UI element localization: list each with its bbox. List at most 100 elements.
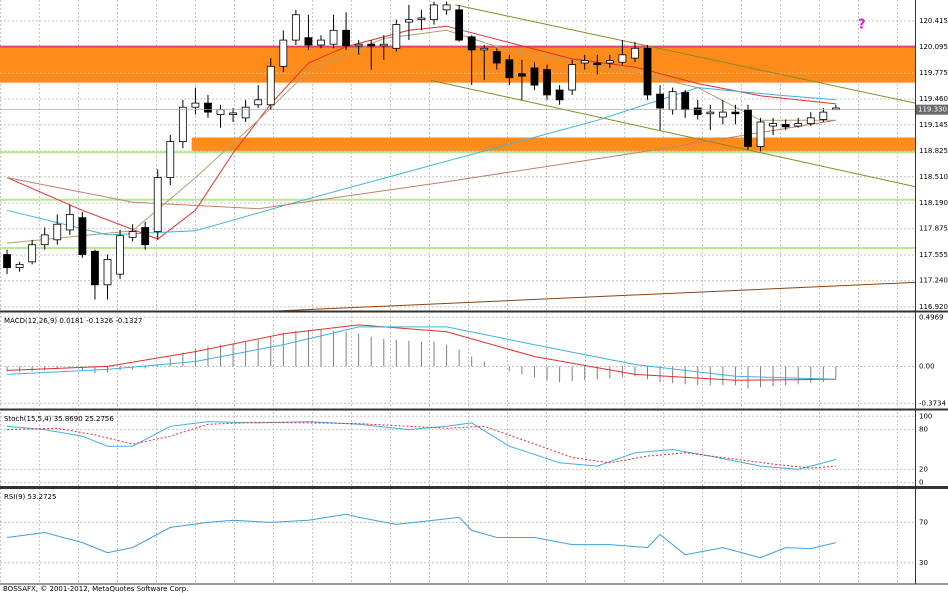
candle-body [153,177,162,233]
candle-body [166,141,175,178]
histogram-bar [785,366,787,386]
panel-title: MACD(12,26,9) 0.0181 -0.1326 -0.1327 [4,317,142,325]
histogram-bar [395,339,397,367]
indicator-line [6,29,836,244]
histogram-bar [257,339,259,367]
candle-body [480,47,489,51]
indicator-line [6,119,836,210]
candle-body [3,254,11,269]
panel-title: Stoch(15,5,4) 35.8690 25.2756 [4,415,114,423]
candle-body [731,111,740,115]
candle-body [668,91,677,111]
candle-body [593,62,602,66]
histogram-bar [408,340,410,367]
histogram-bar [81,366,83,371]
histogram-bar [270,336,272,367]
histogram-bar [207,346,209,367]
histogram-bar [333,330,335,367]
histogram-bar [433,341,435,367]
candle-body [254,99,263,106]
candle-body [15,263,24,269]
histogram-bar [508,366,510,372]
histogram-bar [822,366,824,383]
y-tick-label: 120.415 [919,17,948,25]
histogram-bar [546,366,548,381]
candle-body [781,124,790,128]
indicator-line [259,281,916,313]
candle-body [681,92,690,111]
y-tick-label: 30 [919,559,928,567]
y-tick-label: 117.875 [919,225,948,233]
zone [0,46,915,83]
annotation: ? [858,18,866,33]
candle-body [518,73,526,77]
candle-body [693,107,702,115]
candle-body [744,109,752,147]
candle-body [342,29,351,47]
candle-body [505,59,514,79]
indicator-line [6,421,836,469]
histogram-bar [584,366,586,381]
indicator-line [6,421,837,470]
histogram-bar [471,356,473,367]
histogram-bar [709,366,711,386]
candle-body [392,24,401,49]
histogram-bar [182,352,184,367]
histogram-bar [521,366,523,375]
histogram-bar [370,336,372,367]
y-tick-label: 119.775 [919,69,948,77]
panel-title: RSI(9) 53.2725 [4,493,56,501]
y-tick-label: 0.4969 [919,313,944,321]
histogram-bar [6,366,8,372]
histogram-bar [684,366,686,385]
candle-body [631,47,639,59]
candle-body [241,106,250,119]
y-tick-label: 100 [919,412,932,420]
histogram-bar [483,361,485,367]
histogram-bar [634,366,636,377]
current-price-box [916,104,948,115]
histogram-bar [383,338,385,367]
histogram-bar [496,366,498,367]
histogram-bar [609,366,611,379]
histogram-bar [245,341,247,367]
histogram-bar [420,341,422,367]
histogram-bar [358,333,360,367]
candle-body [819,111,828,120]
candle-body [455,9,464,41]
candle-body [580,60,589,64]
indicator-line [6,513,837,559]
candle-body [116,235,124,275]
candle-body [329,29,338,45]
candle-body [78,217,87,255]
y-tick-label: 70 [919,518,928,526]
histogram-bar [345,331,347,367]
y-tick-label: 20 [919,465,928,473]
y-tick-label: 120.095 [919,43,948,51]
candle-body [618,54,627,63]
histogram-bar [747,366,749,389]
histogram-bar [307,329,309,367]
candle-body [317,39,325,46]
y-tick-label: 118.825 [919,147,948,155]
indicator-line [430,79,916,188]
y-tick-label: 0.00 [919,362,935,370]
candle-body [266,65,275,106]
current-price-label: 119.330 [918,106,947,114]
candle-body [706,111,715,115]
candle-body [718,111,727,118]
histogram-bar [220,344,222,367]
y-tick-label: 117.240 [919,277,948,285]
y-tick-label: 119.145 [919,121,948,129]
y-tick-label: 117.555 [919,251,948,259]
candle-body [417,17,426,21]
plot-layer: 116.920 117.240 117.555 117.875 118.190 118.5… [0,1,948,567]
candle-body [555,89,564,101]
histogram-bar [295,330,297,367]
indicator-line [6,25,836,240]
histogram-bar [571,366,573,382]
histogram-bar [722,366,724,386]
candle-body [191,102,200,108]
candle-body [492,51,501,64]
vertical-grid [0,489,915,583]
